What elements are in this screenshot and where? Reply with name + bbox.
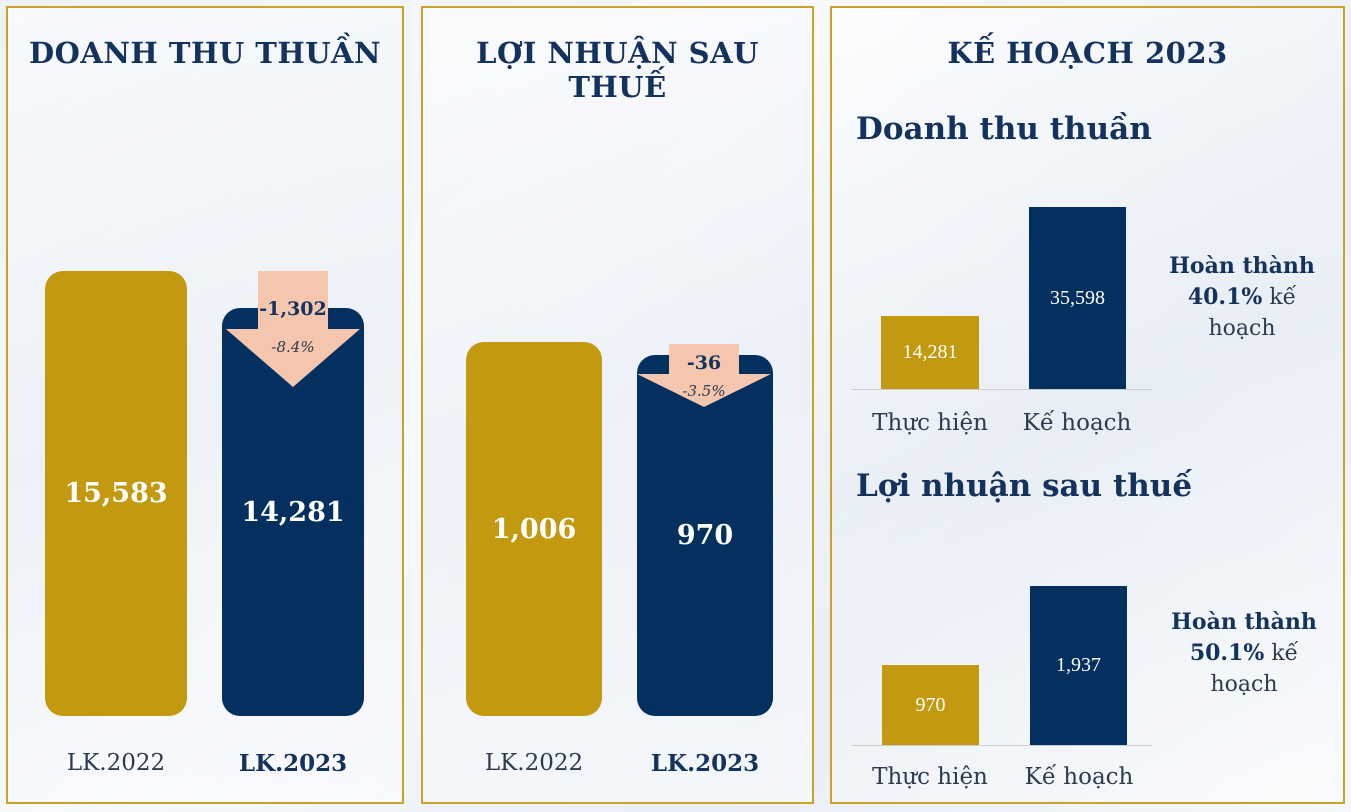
profit-category-lk2023: LK.2023 <box>650 750 760 777</box>
plan-panel: KẾ HOẠCH 2023 Doanh thu thuần 14,281 35,… <box>830 6 1345 804</box>
plan-revenue-category-actual: Thực hiện <box>872 410 988 436</box>
profit-bar-lk2023-value: 970 <box>676 520 734 552</box>
revenue-category-lk2022: LK.2022 <box>66 750 166 776</box>
profit-bar-lk2022: 1,006 <box>466 342 602 716</box>
revenue-panel: DOANH THU THUẦN 15,583 14,281 -1,302 -8.… <box>6 6 404 804</box>
profit-change-percent: -3.5% <box>682 382 726 400</box>
plan-revenue-bar-target-value: 35,598 <box>1050 286 1105 309</box>
profit-change-value: -36 <box>686 352 722 374</box>
revenue-category-lk2023: LK.2023 <box>238 750 348 777</box>
revenue-bar-lk2023-value: 14,281 <box>241 496 345 528</box>
profit-down-arrow-icon <box>637 344 771 407</box>
plan-profit-completion-line3: hoạch <box>1210 672 1278 697</box>
profit-panel-title: LỢI NHUẬN SAU THUẾ <box>476 36 759 104</box>
profit-category-lk2022: LK.2022 <box>484 750 584 776</box>
plan-profit-category-actual: Thực hiện <box>872 764 988 790</box>
plan-profit-completion-percent: 50.1% <box>1189 640 1265 666</box>
plan-profit-subtitle: Lợi nhuận sau thuế <box>856 468 1193 504</box>
plan-profit-completion-note: Hoàn thành 50.1% kế hoạch <box>1159 607 1329 700</box>
plan-revenue-completion-suffix: kế <box>1269 285 1297 310</box>
profit-bar-lk2022-value: 1,006 <box>491 513 577 545</box>
revenue-bar-lk2022-value: 15,583 <box>64 478 168 509</box>
plan-revenue-completion-line3: hoạch <box>1208 316 1276 341</box>
plan-profit-completion-suffix: kế <box>1271 641 1299 666</box>
revenue-change-value: -1,302 <box>259 298 327 320</box>
plan-revenue-bar-target: 35,598 <box>1029 207 1126 389</box>
plan-profit-baseline <box>852 745 1152 746</box>
plan-profit-bar-target: 1,937 <box>1030 586 1127 745</box>
revenue-panel-title: DOANH THU THUẦN <box>28 36 382 70</box>
plan-revenue-completion-line1: Hoàn thành <box>1169 253 1315 279</box>
plan-profit-completion-line1: Hoàn thành <box>1171 609 1317 635</box>
plan-panel-title: KẾ HOẠCH 2023 <box>947 36 1228 70</box>
plan-profit-bar-target-value: 1,937 <box>1056 654 1101 676</box>
plan-profit-bar-actual-value: 970 <box>915 693 946 716</box>
plan-revenue-subtitle: Doanh thu thuần <box>856 111 1152 147</box>
revenue-down-arrow-icon <box>226 271 360 387</box>
plan-revenue-completion-percent: 40.1% <box>1187 284 1263 310</box>
plan-revenue-bar-actual-value: 14,281 <box>902 340 958 363</box>
plan-revenue-bar-actual: 14,281 <box>881 315 979 389</box>
plan-profit-bar-actual: 970 <box>882 665 979 745</box>
plan-profit-category-target: Kế hoạch <box>1024 764 1134 790</box>
revenue-bar-lk2022: 15,583 <box>45 271 187 716</box>
profit-bar-lk2023: 970 <box>637 355 773 716</box>
revenue-change-percent: -8.4% <box>271 338 315 356</box>
plan-revenue-baseline <box>852 389 1152 390</box>
profit-panel: LỢI NHUẬN SAU THUẾ 1,006 970 -36 -3.5% L… <box>421 6 814 804</box>
plan-revenue-category-target: Kế hoạch <box>1022 410 1132 436</box>
plan-revenue-completion-note: Hoàn thành 40.1% kế hoạch <box>1157 251 1327 344</box>
